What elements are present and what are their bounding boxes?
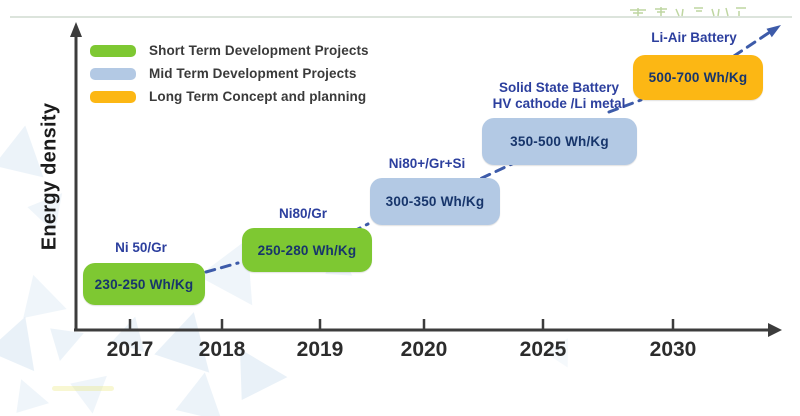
x-axis-year-label: 2025 [519,338,567,361]
mid-term-swatch-icon [90,67,136,80]
legend: Short Term Development Projects Mid Term… [90,39,369,108]
y-axis-arrow-icon [70,22,82,37]
legend-item-long-term: Long Term Concept and planning [90,85,369,108]
y-axis-title: Energy density [38,102,61,251]
milestone-label-ni80gr: Ni80/Gr [278,206,328,221]
x-axis-year-label: 2020 [400,338,448,361]
trend-arrow-icon [766,25,781,38]
x-axis-year-label: 2019 [296,338,344,361]
milestone-box-ni80gr: 250-280 Wh/Kg [242,228,372,272]
milestone-label-line1: Solid State Battery [498,80,620,95]
energy-range-value: 500-700 Wh/Kg [648,70,748,85]
legend-label: Mid Term Development Projects [149,66,357,81]
x-axis-ticks [128,319,675,330]
milestone-label-line2: HV cathode /Li metal [492,96,626,111]
legend-label: Short Term Development Projects [149,43,369,58]
yellow-smudge [52,386,114,391]
short-term-swatch-icon [90,44,136,57]
long-term-swatch-icon [90,90,136,103]
legend-item-short-term: Short Term Development Projects [90,39,369,62]
milestone-box-ni50gr: 230-250 Wh/Kg [83,263,205,305]
energy-range-value: 350-500 Wh/Kg [510,134,609,149]
energy-range-value: 300-350 Wh/Kg [385,194,485,209]
energy-range-value: 250-280 Wh/Kg [257,242,357,258]
x-axis-year-label: 2018 [198,338,246,361]
milestone-box-ni80plus: 300-350 Wh/Kg [370,178,500,225]
milestone-label-ni80plus: Ni80+/Gr+Si [388,156,466,171]
milestone-label-solid-state: Solid State Battery HV cathode /Li metal [493,80,626,112]
x-axis-arrow-icon [768,323,782,337]
x-axis-year-label: 2017 [106,338,154,361]
energy-range-value: 230-250 Wh/Kg [94,276,194,292]
x-axis-year-label: 2030 [649,338,697,361]
milestone-box-solid-state: 350-500 Wh/Kg [482,118,637,165]
legend-item-mid-term: Mid Term Development Projects [90,62,369,85]
connector-4-5 [607,98,643,114]
legend-label: Long Term Concept and planning [149,89,367,104]
milestone-label-ni50gr: Ni 50/Gr [115,240,167,255]
connector-5-future [732,30,772,58]
connector-1-2 [204,261,240,274]
watermark-scribble [630,7,746,17]
milestone-label-li-air: Li-Air Battery [651,30,737,45]
milestone-box-li-air: 500-700 Wh/Kg [633,55,763,100]
